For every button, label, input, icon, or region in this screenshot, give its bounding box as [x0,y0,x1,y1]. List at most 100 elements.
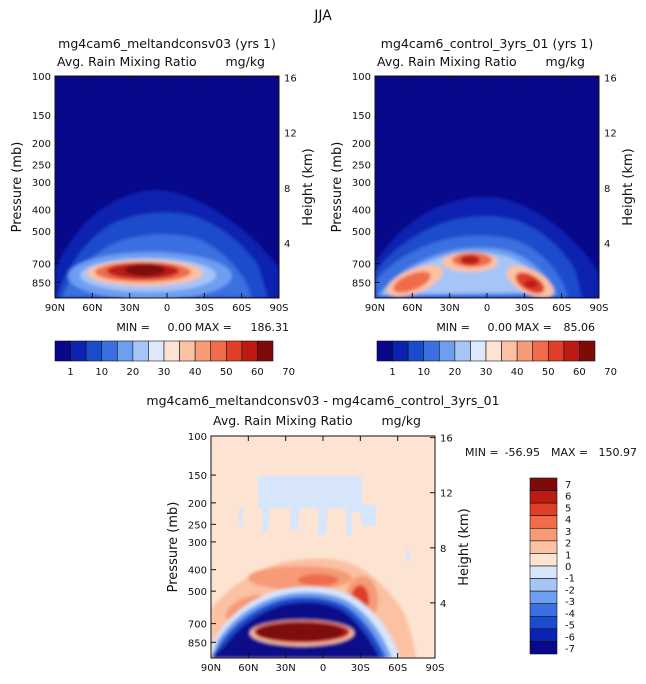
panel-3-y-tick-label: 150 [188,471,207,482]
panel-3-colorbar-swatch [529,515,558,529]
panel-1-y-tick-label: 100 [32,72,51,83]
panel-3-colorbar-label: -4 [565,609,575,620]
panel-2-y-tick-label: 700 [352,260,371,271]
panel-3-title: mg4cam6_meltandconsv03 - mg4cam6_control… [146,393,499,408]
panel-1-colorbar-swatch [225,340,243,362]
panel-2-colorbar-swatch [547,340,565,362]
panel-3-contour-band [258,476,376,535]
panel-3-y2-tick-label: 16 [440,434,453,445]
panel-3-colorbar-swatch [529,578,558,592]
panel-2-colorbar-label: 70 [604,367,617,378]
panel-2-contour-band [524,280,538,288]
panel-1-variable: Avg. Rain Mixing Ratio [57,54,197,69]
panel-2-y2-axis-label: Height (km) [621,148,636,225]
panel-1-colorbar-label: 70 [282,367,295,378]
panel-1-y2-tick-label: 12 [284,129,297,140]
panel-1-x-tick-label: 30N [120,303,140,314]
panel-3-colorbar-swatch [529,490,558,504]
panel-1-title: mg4cam6_meltandconsv03 (yrs 1) [58,36,276,51]
panel-2-y-tick-label: 100 [352,72,371,83]
panel-3-colorbar-swatch [529,502,558,517]
panel-3-max-value: 150.97 [599,446,638,459]
panel-3-variable: Avg. Rain Mixing Ratio [213,413,353,428]
panel-3-min-label: MIN = [465,446,499,459]
panel-2-x-tick-label: 90N [365,303,385,314]
panel-3-colorbar-label: -5 [565,621,575,632]
panel-1-colorbar-swatch [241,340,258,362]
panel-1-colorbar-label: 20 [126,367,139,378]
panel-2-x-tick-label: 0 [484,303,490,314]
panel-3-y2-tick-label: 8 [440,544,446,555]
panel-2-max-label: MAX = [515,321,552,334]
panel-3-x-tick-label: 90N [201,663,221,674]
panel-3-colorbar-swatch [529,628,558,642]
panel-3-colorbar-swatch [529,553,558,567]
panel-3-colorbar-swatch [529,477,558,491]
panel-3-y2-tick-label: 4 [440,599,446,610]
panel-3-colorbar-swatch [529,615,558,630]
panel-3-colorbar-label: -3 [565,597,575,608]
panel-3-min-value: -56.95 [505,446,540,459]
panel-1-colorbar-label: 60 [251,367,264,378]
panel-3-colorbar-label: 1 [565,550,571,561]
panel-3-max-label: MAX = [551,446,588,459]
panel-1-x-tick-label: 30S [195,303,214,314]
panel-2-y-tick-label: 400 [352,206,371,217]
panel-3-colorbar-label: 0 [565,562,571,573]
panel-1-min-label: MIN = [116,321,150,334]
panel-3-colorbar-label: -2 [565,585,575,596]
panel-3-colorbar-swatch [529,565,558,579]
panel-2-x-tick-label: 90S [589,303,608,314]
panel-2-variable: Avg. Rain Mixing Ratio [377,54,517,69]
panel-2-contour-band [393,271,431,293]
panel-3-colorbar-swatch [529,540,558,554]
panel-1-colorbar-label: 40 [189,367,202,378]
panel-2-y-tick-label: 850 [352,278,371,289]
panel-2-y-tick-label: 300 [352,178,371,189]
panel-2-y-tick-label: 200 [352,139,371,150]
panel-3-y-tick-label: 200 [188,499,207,510]
panel-2-colorbar-swatch [438,340,456,362]
panel-2-x-tick-label: 30N [440,303,460,314]
panel-3-y-tick-label: 500 [188,587,207,598]
panel-2-colorbar-swatch [454,340,471,362]
panel-3-colorbar-swatch [529,590,558,605]
panel-3-y-tick-label: 850 [188,638,207,649]
panel-1-y-tick-label: 400 [32,206,51,217]
panel-3-colorbar-label: 7 [565,480,571,491]
figure-title: JJA [313,8,332,24]
panel-3: mg4cam6_meltandconsv03 - mg4cam6_control… [146,393,637,674]
panel-1-y-tick-label: 200 [32,139,51,150]
panel-3-colorbar-label: -6 [565,632,575,643]
panel-3-y-tick-label: 400 [188,566,207,577]
panel-3-contour-band [239,508,243,526]
panel-3-contours [211,436,435,658]
panel-3-contour-band [298,574,338,586]
panel-3-y-tick-label: 300 [188,538,207,549]
panel-1-y2-axis-label: Height (km) [301,148,316,225]
panel-2-colorbar-swatch [376,340,393,362]
panel-1-max-value: 186.31 [251,321,290,334]
panel-3-y-tick-label: 700 [188,620,207,631]
panel-1-x-tick-label: 60S [232,303,251,314]
panel-3-colorbar-label: 3 [565,527,571,538]
panel-1-colorbar-label: 30 [158,367,171,378]
panel-3-colorbar-label: 5 [565,503,571,514]
panel-1-x-tick-label: 60N [82,303,102,314]
panel-1-y-tick-label: 250 [32,160,51,171]
panel-3-units: mg/kg [382,413,422,428]
panel-1-colorbar-swatch [54,340,71,362]
panel-2-colorbar-swatch [470,340,487,362]
panel-1-colorbar-swatch [101,340,118,362]
panel-1-y2-tick-label: 4 [284,239,290,250]
panel-2-colorbar-label: 20 [448,367,461,378]
panel-1-y-tick-label: 700 [32,260,51,271]
panel-2-colorbar-swatch [392,340,409,362]
panel-1-colorbar-swatch [132,340,149,362]
panel-2-colorbar-swatch [516,340,534,362]
panel-2-title: mg4cam6_control_3yrs_01 (yrs 1) [381,36,593,51]
panel-1: mg4cam6_meltandconsv03 (yrs 1) Avg. Rain… [10,36,316,378]
panel-1-y-tick-label: 300 [32,178,51,189]
